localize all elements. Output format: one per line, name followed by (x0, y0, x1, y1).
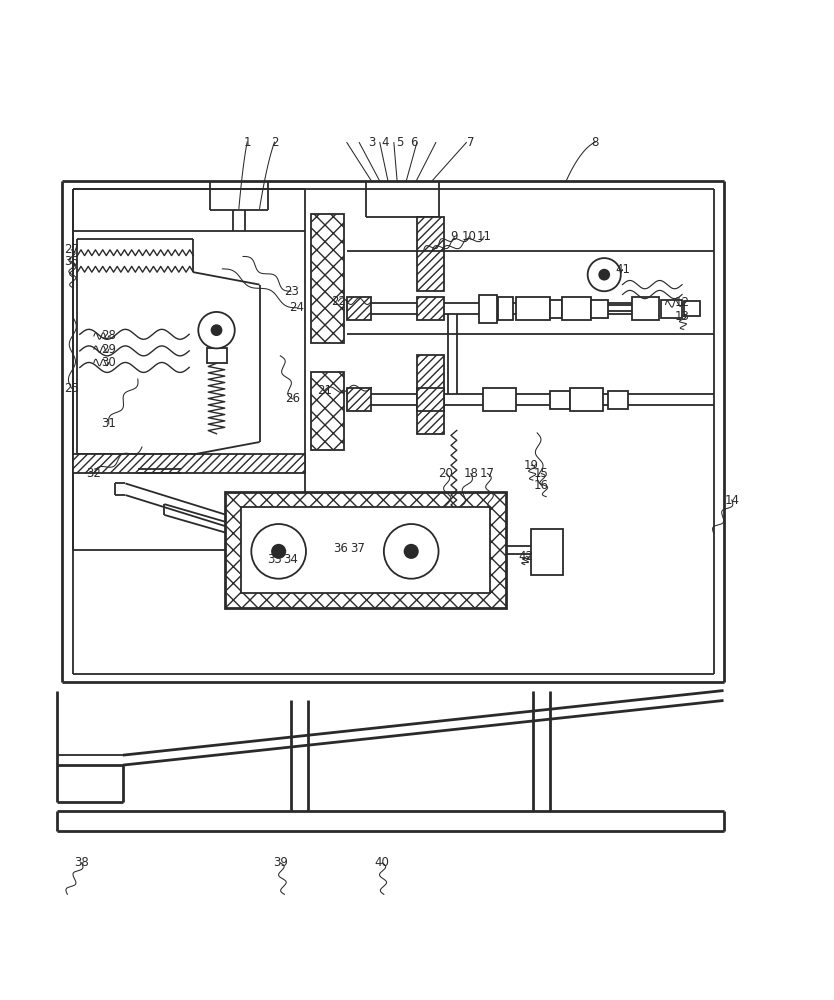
Bar (480, 295, 497, 323)
Text: 24: 24 (289, 301, 304, 314)
Bar (311, 214, 344, 343)
Bar (207, 348, 228, 363)
Text: 39: 39 (273, 856, 288, 869)
Text: 20: 20 (439, 467, 454, 480)
Text: 17: 17 (480, 467, 495, 480)
Text: 5: 5 (396, 136, 404, 149)
Bar (607, 391, 628, 409)
Bar (591, 300, 607, 318)
Text: 33: 33 (267, 553, 282, 566)
Bar (417, 355, 444, 434)
Text: 9: 9 (450, 230, 458, 243)
Text: 21: 21 (317, 384, 332, 397)
Text: 31: 31 (102, 417, 116, 430)
Circle shape (272, 545, 285, 558)
Bar (498, 297, 513, 320)
Bar (347, 297, 371, 320)
Circle shape (588, 258, 620, 291)
Bar (241, 507, 490, 593)
Text: 18: 18 (464, 467, 478, 480)
Text: 8: 8 (591, 136, 599, 149)
Bar (661, 300, 682, 318)
Bar (417, 388, 444, 411)
Text: 1: 1 (244, 136, 251, 149)
Bar (684, 301, 701, 316)
Circle shape (600, 270, 609, 280)
Bar (550, 391, 570, 409)
Text: 42: 42 (519, 550, 534, 563)
Circle shape (404, 545, 418, 558)
Circle shape (198, 312, 234, 348)
Text: 23: 23 (284, 285, 299, 298)
Text: 32: 32 (87, 467, 102, 480)
Text: 36: 36 (334, 542, 349, 555)
Text: 14: 14 (724, 493, 739, 506)
Text: 37: 37 (350, 542, 364, 555)
Text: 30: 30 (102, 356, 116, 369)
Text: 3: 3 (368, 136, 375, 149)
Text: 7: 7 (467, 136, 475, 149)
Bar (417, 217, 444, 291)
Bar (483, 388, 516, 411)
Text: 28: 28 (102, 329, 116, 342)
Bar (516, 297, 550, 320)
Text: 12: 12 (675, 296, 690, 309)
Text: 10: 10 (462, 230, 476, 243)
Text: 16: 16 (534, 479, 549, 492)
Bar (531, 529, 563, 575)
Circle shape (212, 325, 222, 335)
Bar (347, 388, 371, 411)
Text: 25: 25 (64, 382, 79, 395)
Circle shape (251, 524, 306, 579)
Bar (562, 297, 591, 320)
Bar (417, 297, 444, 320)
Bar (311, 372, 344, 450)
Text: 4: 4 (382, 136, 389, 149)
Text: 40: 40 (374, 856, 389, 869)
Text: 6: 6 (410, 136, 418, 149)
Text: 38: 38 (74, 856, 89, 869)
Bar (225, 492, 506, 608)
Text: 27: 27 (64, 243, 79, 256)
Bar (570, 388, 604, 411)
Text: 26: 26 (285, 392, 300, 405)
Text: 15: 15 (534, 467, 549, 480)
Text: 2: 2 (271, 136, 279, 149)
Bar (73, 454, 305, 473)
Bar (632, 297, 659, 320)
Text: 34: 34 (284, 553, 299, 566)
Text: 13: 13 (675, 310, 690, 323)
Text: 41: 41 (615, 263, 630, 276)
Bar (550, 300, 562, 318)
Text: 22: 22 (331, 295, 346, 308)
Circle shape (384, 524, 439, 579)
Text: 11: 11 (476, 230, 491, 243)
Text: 35: 35 (64, 255, 79, 268)
Text: 29: 29 (101, 343, 116, 356)
Text: 19: 19 (524, 459, 539, 472)
